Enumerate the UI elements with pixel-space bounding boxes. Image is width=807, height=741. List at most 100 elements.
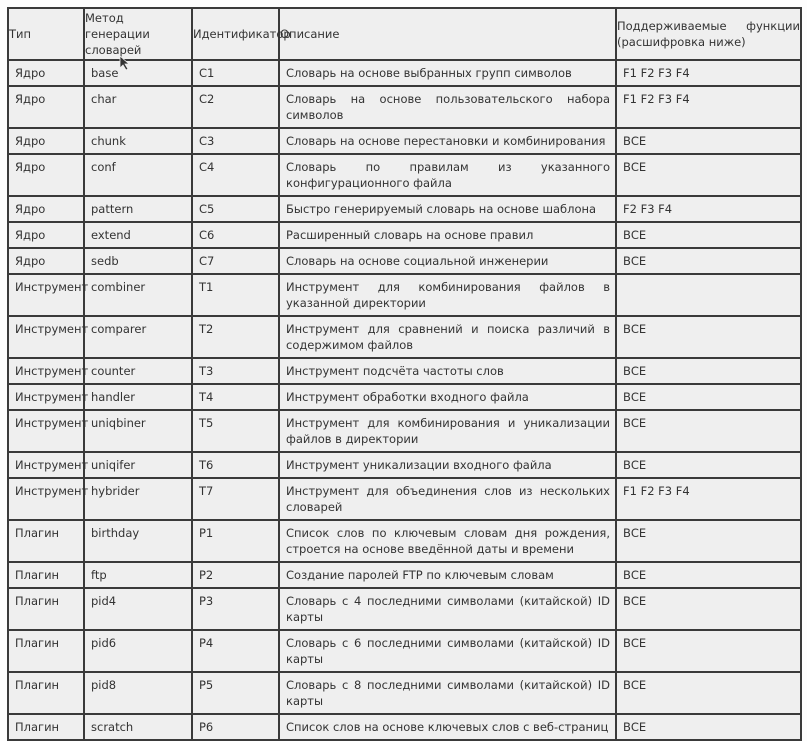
table-row: Ядро char C2 Словарь на основе пользователь… — [7, 85, 802, 129]
cell-functions: ВСЕ — [615, 383, 802, 411]
cell-description: Инструмент для комбинирования файлов в у… — [278, 273, 617, 317]
table-row: Ядро chunk C3 Словарь на основе перестановк… — [7, 127, 802, 155]
cell-type: Ядро — [7, 127, 85, 155]
cell-description: Быстро генерируемый словарь на основе ша… — [278, 195, 617, 223]
cell-method: pid8 — [83, 671, 193, 715]
cell-functions: F1 F2 F3 F4 — [615, 85, 802, 129]
table-row: Плагин pid6 P4 Словарь с 6 последними симво… — [7, 629, 802, 673]
cell-description: Инструмент для комбинирования и уникализ… — [278, 409, 617, 453]
cell-method: handler — [83, 383, 193, 411]
cell-description: Расширенный словарь на основе правил — [278, 221, 617, 249]
cell-id: C4 — [191, 153, 280, 197]
cell-method: chunk — [83, 127, 193, 155]
cell-description: Список слов по ключевым словам дня рожде… — [278, 519, 617, 563]
table-row: Инструмент comparer T2 Инструмент для сравн… — [7, 315, 802, 359]
cell-method: scratch — [83, 713, 193, 741]
header-type: Тип — [7, 7, 85, 61]
header-method: Метод генерации словарей — [83, 7, 193, 61]
cell-functions: ВСЕ — [615, 153, 802, 197]
cell-functions: F1 F2 F3 F4 — [615, 59, 802, 87]
cell-description: Словарь на основе перестановки и комбини… — [278, 127, 617, 155]
cell-method: comparer — [83, 315, 193, 359]
cell-functions: ВСЕ — [615, 315, 802, 359]
cell-method: hybrider — [83, 477, 193, 521]
cell-type: Инструмент — [7, 409, 88, 453]
cell-description: Инструмент уникализации входного файла — [278, 451, 617, 479]
cell-description: Инструмент для объединения слов из неско… — [278, 477, 617, 521]
cell-type: Ядро — [7, 247, 85, 275]
cell-description: Словарь с 6 последними символами (китайс… — [278, 629, 617, 673]
dictionary-methods-table: Тип Метод генерации словарей Идентификат… — [7, 7, 802, 741]
cell-type: Плагин — [7, 629, 85, 673]
cell-type: Инструмент — [7, 315, 88, 359]
cell-method: char — [83, 85, 193, 129]
cell-functions: ВСЕ — [615, 519, 802, 563]
cell-functions: F1 F2 F3 F4 — [615, 477, 802, 521]
cell-type: Ядро — [7, 195, 85, 223]
cell-id: C6 — [191, 221, 280, 249]
cell-method: pid6 — [83, 629, 193, 673]
cell-functions — [615, 273, 802, 317]
table-row: Инструмент combiner T1 Инструмент для комби… — [7, 273, 802, 317]
table-row: Инструмент uniqbiner T5 Инструмент для комб… — [7, 409, 802, 453]
table-row: Плагин scratch P6 Список слов на основе клю… — [7, 713, 802, 741]
cell-method: base — [83, 59, 193, 87]
cell-method: sedb — [83, 247, 193, 275]
cell-id: P1 — [191, 519, 280, 563]
mouse-cursor-icon — [119, 55, 131, 71]
cell-functions: F2 F3 F4 — [615, 195, 802, 223]
cell-description: Список слов на основе ключевых слов с ве… — [278, 713, 617, 741]
cell-id: T4 — [191, 383, 280, 411]
cell-type: Плагин — [7, 519, 85, 563]
cell-id: T1 — [191, 273, 280, 317]
table-row: Плагин birthday P1 Список слов по ключевым … — [7, 519, 802, 563]
cell-description: Словарь на основе выбранных групп символ… — [278, 59, 617, 87]
cell-functions: ВСЕ — [615, 247, 802, 275]
cell-functions: ВСЕ — [615, 451, 802, 479]
table-row: Плагин pid4 P3 Словарь с 4 последними симво… — [7, 587, 802, 631]
cell-method: pattern — [83, 195, 193, 223]
cell-id: P2 — [191, 561, 280, 589]
table-row: Плагин pid8 P5 Словарь с 8 последними симво… — [7, 671, 802, 715]
cell-description: Инструмент для сравнений и поиска различ… — [278, 315, 617, 359]
cell-id: T2 — [191, 315, 280, 359]
cell-type: Плагин — [7, 587, 85, 631]
cell-functions: ВСЕ — [615, 357, 802, 385]
cell-functions: ВСЕ — [615, 587, 802, 631]
table-row: Инструмент handler T4 Инструмент обработки … — [7, 383, 802, 411]
cell-type: Инструмент — [7, 477, 88, 521]
cell-functions: ВСЕ — [615, 409, 802, 453]
cell-id: T7 — [191, 477, 280, 521]
cell-description: Создание паролей FTP по ключевым словам — [278, 561, 617, 589]
cell-method: extend — [83, 221, 193, 249]
cell-id: T3 — [191, 357, 280, 385]
table-row: Ядро sedb C7 Словарь на основе социальной и… — [7, 247, 802, 275]
header-description: Описание — [278, 7, 617, 61]
table-row: Ядро extend C6 Расширенный словарь на основ… — [7, 221, 802, 249]
cell-description: Словарь на основе пользовательского набо… — [278, 85, 617, 129]
cell-id: P4 — [191, 629, 280, 673]
cell-id: P5 — [191, 671, 280, 715]
cell-functions: ВСЕ — [615, 713, 802, 741]
cell-type: Плагин — [7, 671, 85, 715]
cell-method: combiner — [83, 273, 193, 317]
cell-method: conf — [83, 153, 193, 197]
table-row: Инструмент uniqifer T6 Инструмент уникализа… — [7, 451, 802, 479]
cell-method: counter — [83, 357, 193, 385]
cell-id: P6 — [191, 713, 280, 741]
cell-description: Словарь с 4 последними символами (китайс… — [278, 587, 617, 631]
cell-description: Словарь по правилам из указанного конфиг… — [278, 153, 617, 197]
cell-type: Инструмент — [7, 451, 88, 479]
table-row: Инструмент hybrider T7 Инструмент для объед… — [7, 477, 802, 521]
table-row: Ядро conf C4 Словарь по правилам из указанн… — [7, 153, 802, 197]
cell-type: Инструмент — [7, 273, 88, 317]
cell-description: Инструмент подсчёта частоты слов — [278, 357, 617, 385]
cell-id: P3 — [191, 587, 280, 631]
cell-method: ftp — [83, 561, 193, 589]
table-row: Ядро pattern C5 Быстро генерируемый словарь… — [7, 195, 802, 223]
table-row: Инструмент counter T3 Инструмент подсчёта ч… — [7, 357, 802, 385]
header-id: Идентификатор — [191, 7, 291, 61]
table-row: Плагин ftp P2 Создание паролей FTP по ключе… — [7, 561, 802, 589]
cell-type: Плагин — [7, 561, 85, 589]
cell-method: uniqbiner — [83, 409, 193, 453]
